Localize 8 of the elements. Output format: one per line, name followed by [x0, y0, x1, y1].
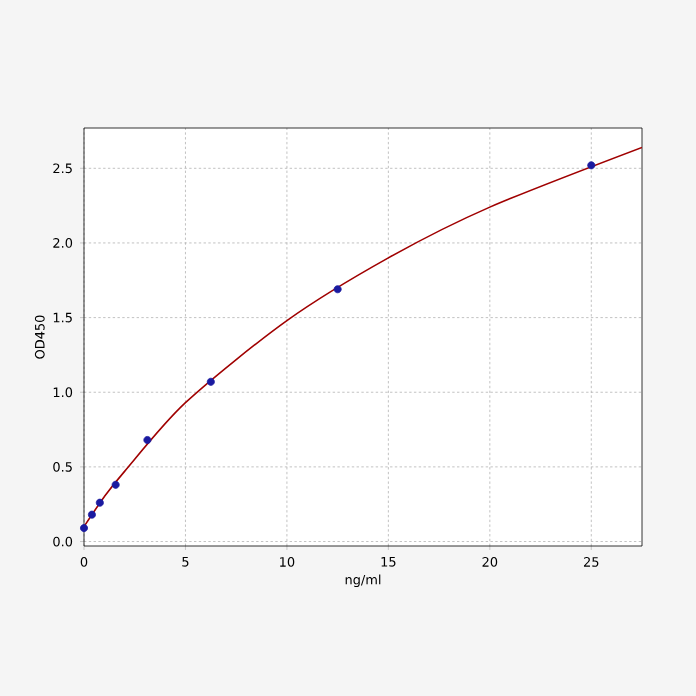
point	[95, 498, 104, 507]
point	[143, 436, 152, 444]
point	[80, 524, 88, 533]
point	[87, 510, 96, 519]
point	[206, 377, 215, 386]
point	[587, 161, 596, 170]
point	[333, 285, 342, 294]
point	[111, 480, 120, 489]
